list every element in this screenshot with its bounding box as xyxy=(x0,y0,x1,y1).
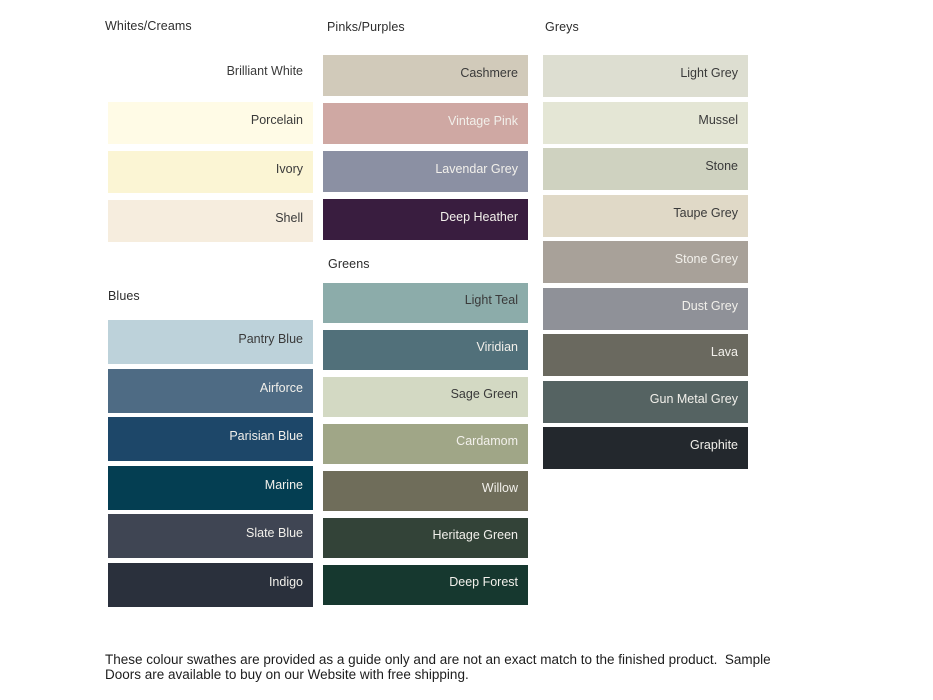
swatch-viridian: Viridian xyxy=(323,330,528,370)
swatch-porcelain: Porcelain xyxy=(108,102,313,144)
swatch-label: Gun Metal Grey xyxy=(649,391,738,406)
section-heading-greens: Greens xyxy=(328,257,370,271)
swatch-light-teal: Light Teal xyxy=(323,283,528,323)
swatch-lavendar-grey: Lavendar Grey xyxy=(323,151,528,192)
swatch-gun-metal-grey: Gun Metal Grey xyxy=(543,380,748,423)
swatch-slate-blue: Slate Blue xyxy=(108,514,313,558)
swatch-list-pinks-purples: Cashmere Vintage Pink Lavendar Grey Deep He… xyxy=(323,55,528,240)
swatch-label: Airforce xyxy=(259,380,303,395)
swatch-marine: Marine xyxy=(108,465,313,510)
swatch-vintage-pink: Vintage Pink xyxy=(323,103,528,144)
swatch-cardamom: Cardamom xyxy=(323,424,528,464)
swatch-graphite: Graphite xyxy=(543,427,748,469)
swatch-heritage-green: Heritage Green xyxy=(323,518,528,558)
section-heading-pinks-purples: Pinks/Purples xyxy=(327,20,405,34)
swatch-label: Heritage Green xyxy=(432,528,518,542)
swatch-label: Marine xyxy=(264,477,303,492)
swatch-lava: Lava xyxy=(543,334,748,376)
swatch-list-blues: Pantry Blue Airforce Parisian Blue Marine Sl… xyxy=(108,320,313,607)
swatch-label: Ivory xyxy=(275,162,303,176)
swatch-brilliant-white: Brilliant White xyxy=(108,53,313,95)
swatch-label: Graphite xyxy=(690,438,738,452)
swatch-label: Slate Blue xyxy=(246,526,303,540)
swatch-mussel: Mussel xyxy=(543,101,748,144)
swatch-label: Viridian xyxy=(476,340,518,354)
swatch-label: Indigo xyxy=(268,574,303,589)
swatch-label: Mussel xyxy=(698,112,738,127)
swatch-parisian-blue: Parisian Blue xyxy=(108,417,313,461)
swatch-label: Dust Grey xyxy=(681,298,738,313)
swatch-label: Deep Forest xyxy=(449,575,518,589)
swatch-label: Light Teal xyxy=(464,293,518,307)
swatch-shell: Shell xyxy=(108,200,313,242)
section-heading-greys: Greys xyxy=(545,20,579,34)
swatch-airforce: Airforce xyxy=(108,368,313,413)
swatch-label: Parisian Blue xyxy=(229,429,303,443)
swatch-label: Willow xyxy=(481,481,518,495)
swatch-indigo: Indigo xyxy=(108,562,313,607)
swatch-list-greens: Light Teal Viridian Sage Green Cardamom Will… xyxy=(323,283,528,605)
swatch-label: Cashmere xyxy=(460,65,518,80)
swatch-deep-heather: Deep Heather xyxy=(323,199,528,240)
swatch-label: Lavendar Grey xyxy=(435,161,518,176)
swatch-ivory: Ivory xyxy=(108,151,313,193)
swatch-pantry-blue: Pantry Blue xyxy=(108,320,313,364)
swatch-light-grey: Light Grey xyxy=(543,55,748,97)
swatch-label: Taupe Grey xyxy=(673,205,738,220)
swatch-cashmere: Cashmere xyxy=(323,55,528,96)
disclaimer-text: These colour swathes are provided as a g… xyxy=(105,652,785,683)
swatch-willow: Willow xyxy=(323,471,528,511)
swatch-stone-grey: Stone Grey xyxy=(543,241,748,283)
swatch-label: Vintage Pink xyxy=(448,113,518,128)
section-heading-blues: Blues xyxy=(108,289,140,303)
swatch-dust-grey: Dust Grey xyxy=(543,287,748,330)
swatch-label: Stone xyxy=(705,159,738,173)
swatch-label: Cardamom xyxy=(456,434,518,448)
section-heading-whites-creams: Whites/Creams xyxy=(105,19,192,33)
swatch-sage-green: Sage Green xyxy=(323,377,528,417)
disclaimer-line-2: Doors are available to buy on our Websit… xyxy=(105,667,469,682)
swatch-list-whites-creams: Brilliant White Porcelain Ivory Shell xyxy=(108,53,313,242)
swatch-label: Porcelain xyxy=(250,113,303,127)
swatch-label: Shell xyxy=(275,211,303,225)
swatch-label: Brilliant White xyxy=(226,64,303,78)
swatch-label: Sage Green xyxy=(450,387,518,401)
swatch-taupe-grey: Taupe Grey xyxy=(543,194,748,237)
swatch-label: Stone Grey xyxy=(674,252,738,266)
swatch-deep-forest: Deep Forest xyxy=(323,565,528,605)
disclaimer-line-1: These colour swathes are provided as a g… xyxy=(105,651,771,667)
swatch-label: Lava xyxy=(710,345,738,359)
swatch-label: Light Grey xyxy=(680,66,738,80)
swatch-label: Deep Heather xyxy=(440,209,518,224)
swatch-list-greys: Light Grey Mussel Stone Taupe Grey Stone Gre… xyxy=(543,55,748,469)
swatch-stone: Stone xyxy=(543,148,748,190)
swatch-label: Pantry Blue xyxy=(238,332,303,346)
